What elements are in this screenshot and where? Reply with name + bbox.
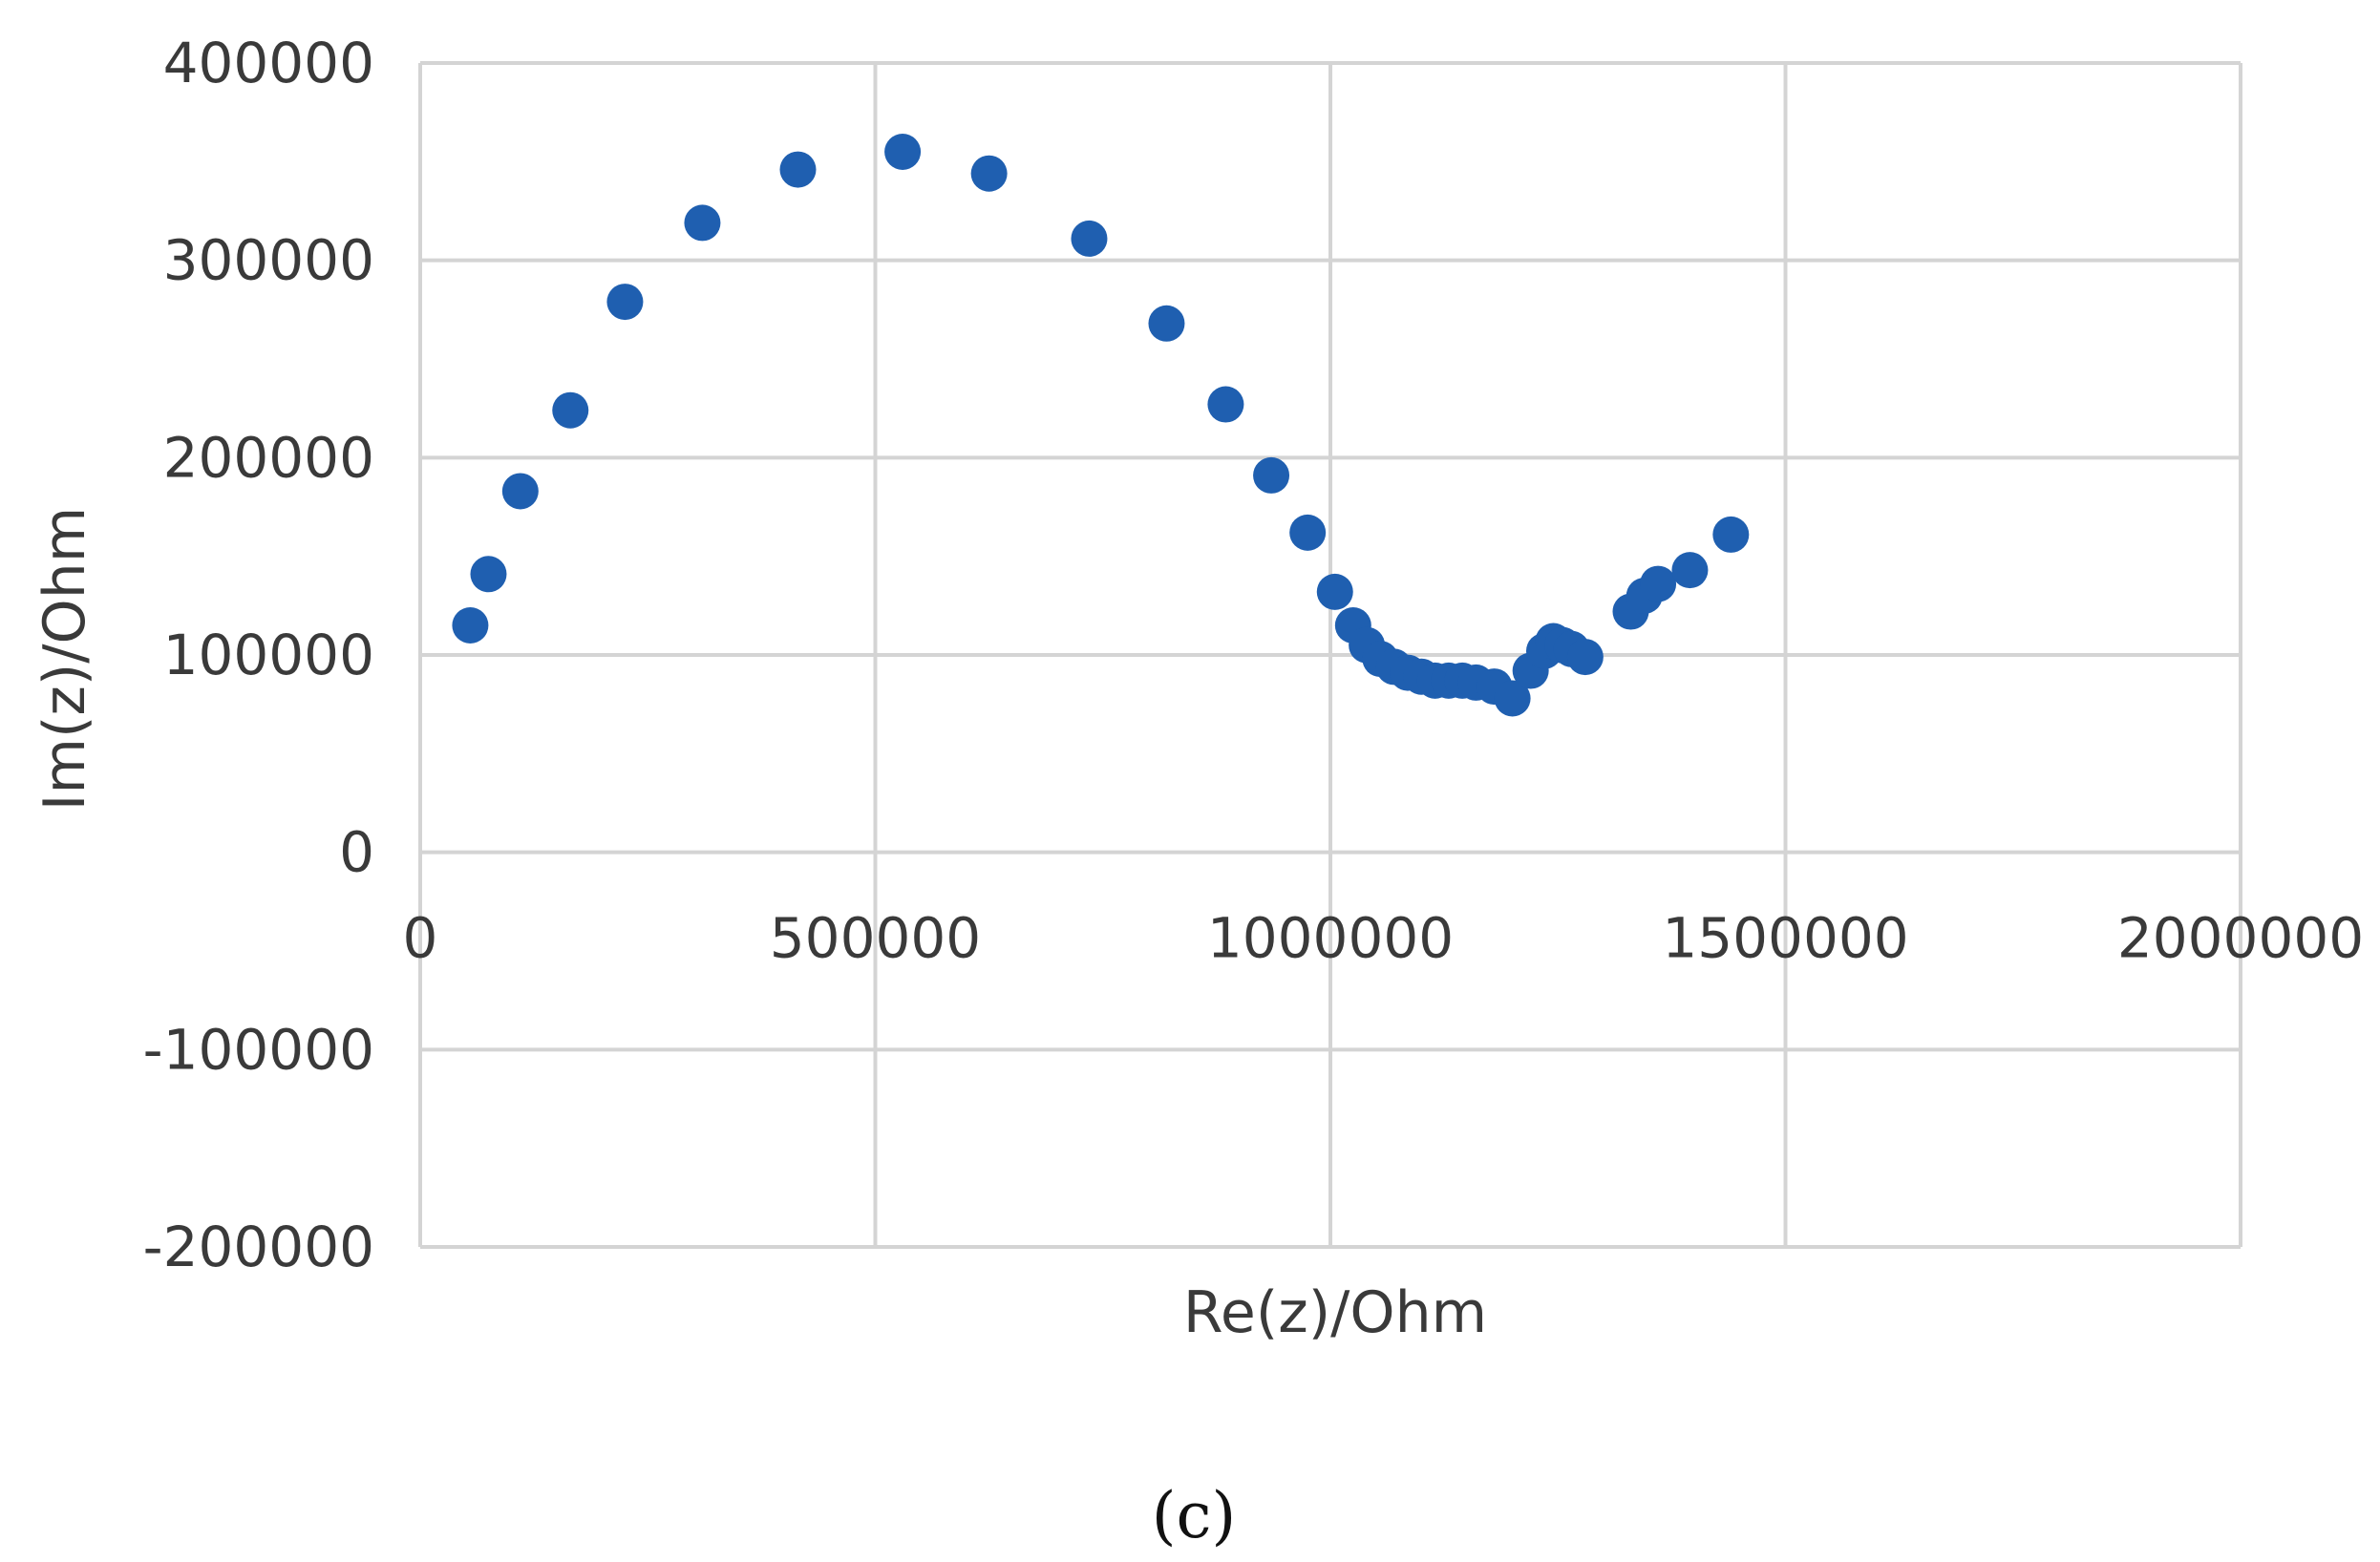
y-tick-label: 200000 — [163, 425, 374, 490]
data-point — [1071, 220, 1108, 257]
data-point — [1640, 565, 1677, 602]
data-point — [684, 204, 721, 242]
data-points — [452, 134, 1750, 717]
x-tick-label: 500000 — [770, 906, 981, 971]
data-point — [606, 284, 644, 321]
data-point — [1316, 573, 1353, 610]
data-point — [884, 134, 922, 170]
data-point — [1148, 305, 1185, 342]
data-point — [552, 391, 589, 429]
data-point — [1207, 386, 1244, 423]
data-point — [970, 155, 1008, 192]
x-tick-label: 0 — [403, 906, 438, 971]
grid-lines — [418, 61, 2242, 1249]
y-tick-label: -100000 — [143, 1017, 374, 1082]
x-tick-labels: 0 500000 1000000 1500000 2000000 — [403, 906, 2365, 971]
data-point — [1253, 456, 1290, 494]
y-tick-label: 400000 — [163, 31, 374, 95]
data-point — [452, 607, 489, 644]
data-point — [470, 556, 507, 593]
data-point — [501, 473, 539, 510]
x-tick-label: 1500000 — [1662, 906, 1908, 971]
x-tick-label: 1000000 — [1207, 906, 1454, 971]
x-axis-title: Re(z)/Ohm — [1183, 1279, 1487, 1346]
y-tick-labels: 400000 300000 200000 100000 0 -100000 -200000 — [143, 31, 374, 1279]
y-tick-label: 100000 — [163, 623, 374, 687]
figure-caption: (c) — [1152, 1479, 1236, 1552]
data-point — [779, 151, 817, 188]
y-tick-label: -200000 — [143, 1214, 374, 1279]
data-point — [1566, 639, 1604, 676]
data-point — [1671, 552, 1709, 589]
x-tick-label: 2000000 — [2117, 906, 2364, 971]
data-point — [1712, 516, 1750, 553]
y-tick-label: 300000 — [163, 228, 374, 293]
y-axis-title: Im(z)/Ohm — [32, 507, 98, 811]
data-point — [1494, 680, 1531, 717]
y-tick-label: 0 — [339, 820, 374, 885]
data-point — [1289, 514, 1327, 551]
